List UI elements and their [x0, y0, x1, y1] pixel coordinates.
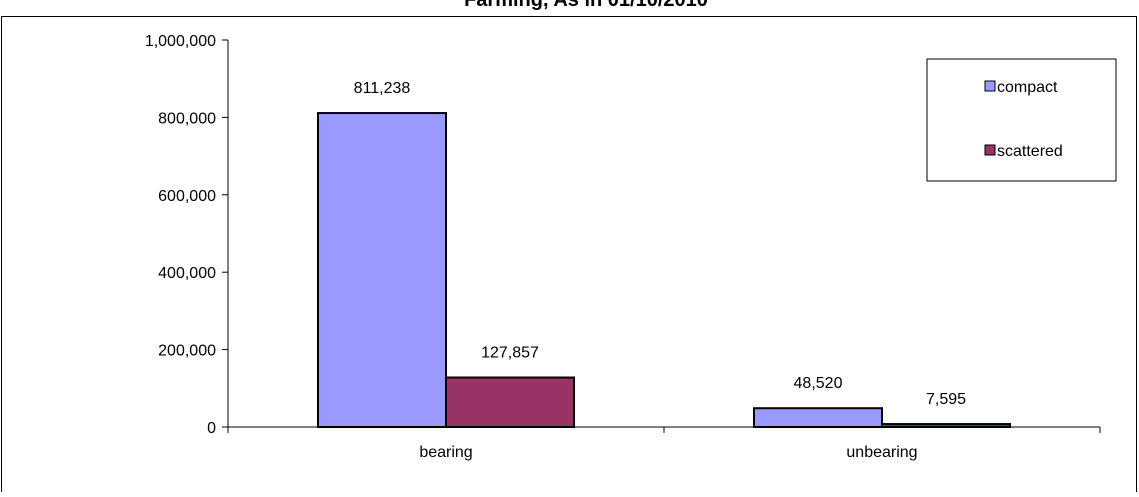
y-tick-label: 600,000 [158, 188, 216, 205]
y-tick-label: 400,000 [158, 265, 216, 282]
x-tick-label: unbearing [846, 444, 917, 461]
bar-compact [317, 112, 447, 428]
bar-compact [753, 407, 883, 428]
data-label: 811,238 [354, 80, 411, 97]
data-label: 48,520 [794, 375, 843, 392]
data-label: 7,595 [926, 391, 966, 408]
bar-scattered [881, 423, 1011, 428]
legend-label-compact: compact [997, 79, 1058, 96]
chart-title: Farming, As in 01/10/2010 [464, 0, 708, 11]
data-label: 127,857 [481, 345, 539, 362]
legend-swatch-compact [984, 80, 996, 92]
y-tick-label: 1,000,000 [145, 33, 216, 50]
bar-scattered [445, 376, 575, 429]
y-tick-label: 800,000 [158, 110, 216, 127]
legend-label-scattered: scattered [997, 143, 1063, 160]
legend-swatch-scattered [984, 144, 996, 156]
plot-area: 0 200,000 400,000 600,000 800,000 1,000,000 81… [145, 33, 1101, 461]
legend: compact scattered [926, 58, 1117, 182]
x-tick-label: bearing [419, 444, 472, 461]
y-tick-label: 200,000 [158, 343, 216, 360]
legend-box [926, 58, 1117, 182]
y-tick-label: 0 [207, 420, 216, 437]
